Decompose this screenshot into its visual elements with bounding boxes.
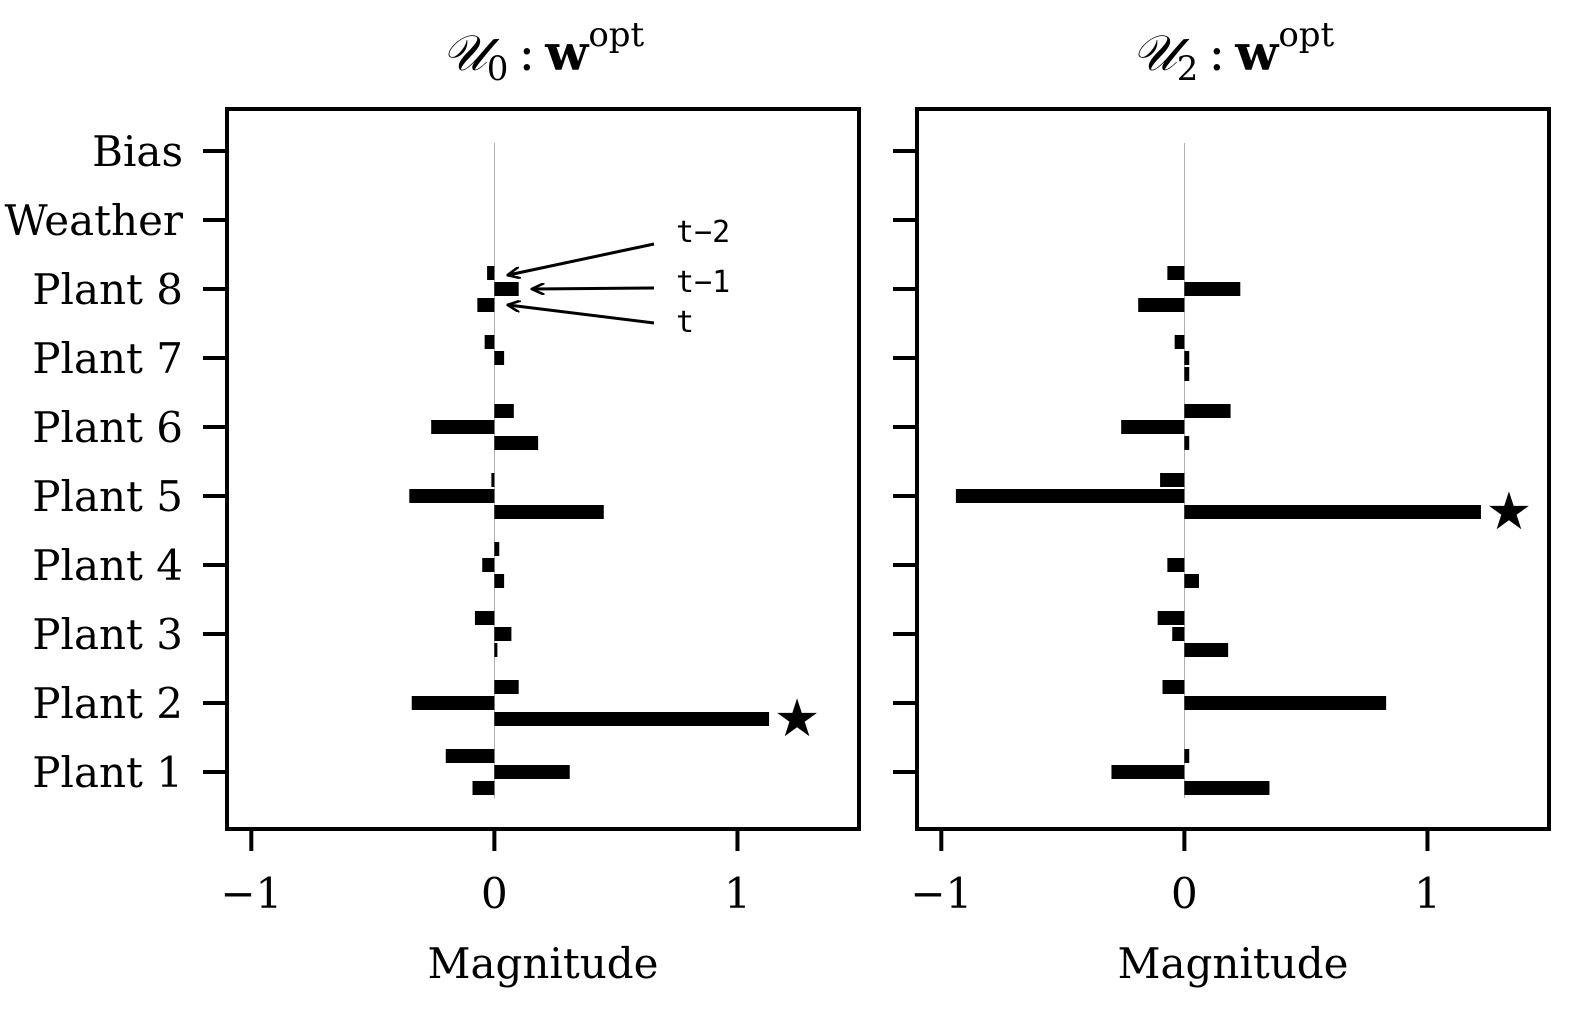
panel-u2-bar-plant-5-t: [1184, 505, 1481, 519]
category-label-weather: Weather: [5, 196, 184, 245]
panel-u2-x-tick-labels: −1 0 1: [910, 869, 1440, 918]
panel-u0-bar-plant-6-t-1: [431, 420, 495, 434]
panel-u0-ticks: [203, 149, 740, 851]
panel-u2-bar-plant-2-t-2: [1162, 680, 1185, 694]
category-label-plant-3: Plant 3: [32, 610, 183, 659]
panel-u0-bar-plant-5-t-1: [409, 489, 495, 503]
panel-u2-title: 𝒰2: wopt: [1132, 15, 1335, 89]
panel-u0-bar-plant-2-t: [494, 712, 770, 726]
category-label-plant-5: Plant 5: [32, 472, 183, 521]
annotation-arrow-t-2: [508, 242, 655, 275]
panel-u2: 𝒰2: wopt ★ −1 0 1 Magnitude: [893, 15, 1551, 988]
panel-u2-bar-plant-5-t-2: [1160, 473, 1185, 487]
panel-u2-x-tick-label-1: 0: [1171, 869, 1198, 918]
panel-u0-bar-plant-4-t-2: [494, 542, 500, 556]
panel-u2-bar-plant-4-t-1: [1167, 558, 1185, 572]
panel-u2-bar-plant-6-t: [1184, 436, 1190, 450]
panel-u0-x-tick-label-2: 1: [724, 869, 751, 918]
panel-u0-x-tick-labels: −1 0 1: [220, 869, 750, 918]
panel-u2-bar-plant-3-t-1: [1172, 627, 1185, 641]
category-label-plant-6: Plant 6: [32, 403, 183, 452]
panel-u2-bar-plant-3-t: [1184, 643, 1229, 657]
panel-u0-bar-plant-2-t-2: [494, 680, 519, 694]
panel-u2-ticks: [893, 149, 1430, 851]
annotation-label-t-2: t−2: [676, 215, 730, 250]
panel-u0-bar-plant-3-t: [494, 643, 498, 657]
panel-u2-bar-plant-7-t-1: [1184, 351, 1190, 365]
panel-u0-frame: [225, 107, 861, 831]
panel-u0-bar-plant-1-t-2: [445, 749, 495, 763]
panel-u0-bar-plant-7-t-2: [484, 335, 495, 349]
panel-u2-bar-plant-1-t-2: [1184, 749, 1190, 763]
annotation-label-t-1: t−1: [676, 265, 730, 300]
panel-u0-x-axis-label: Magnitude: [427, 939, 658, 988]
panel-u2-bar-plant-8-t-1: [1184, 282, 1241, 296]
annotation-arrow-t-1: [533, 288, 655, 289]
panel-u0-bar-plant-2-t-1: [411, 696, 495, 710]
panel-u2-bar-plant-3-t-2: [1157, 611, 1185, 625]
category-label-plant-1: Plant 1: [32, 748, 183, 797]
category-label-plant-4: Plant 4: [32, 541, 183, 590]
panel-u2-x-axis-label: Magnitude: [1117, 939, 1348, 988]
panel-u0-bars: ★: [409, 143, 820, 798]
panel-u0-category-labels: Bias Weather Plant 8 Plant 7 Plant 6 Plant 5 P…: [5, 127, 184, 797]
panel-u2-frame: [915, 107, 1551, 831]
panel-u2-bars: ★: [955, 143, 1533, 798]
panel-u0-bar-plant-1-t: [472, 781, 495, 795]
panel-u2-bar-plant-5-t-1: [955, 489, 1185, 503]
annotation-arrow-t: [508, 305, 655, 325]
annotation-label-t: t: [676, 305, 694, 340]
panel-u0-x-tick-label-0: −1: [220, 869, 282, 918]
panel-u2-bar-plant-6-t-2: [1184, 404, 1231, 418]
panel-u0-bar-plant-8-t-1: [494, 282, 519, 296]
panel-u2-x-tick-label-0: −1: [910, 869, 972, 918]
panel-u2-bar-plant-7-t-2: [1174, 335, 1185, 349]
category-label-plant-2: Plant 2: [32, 679, 183, 728]
panel-u0-bar-plant-4-t-1: [482, 558, 495, 572]
panel-u0-title: 𝒰0: wopt: [442, 15, 645, 89]
panel-u0-star-marker: ★: [774, 689, 821, 749]
category-label-bias: Bias: [92, 127, 183, 176]
panel-u0-bar-plant-5-t-2: [491, 473, 495, 487]
panel-u2-bar-plant-1-t-1: [1111, 765, 1185, 779]
panel-u0-bar-plant-1-t-1: [494, 765, 570, 779]
panel-u2-star-marker: ★: [1486, 482, 1533, 542]
panel-u0-bar-plant-6-t: [494, 436, 539, 450]
panel-u2-bar-plant-6-t-1: [1121, 420, 1185, 434]
category-label-plant-8: Plant 8: [32, 265, 183, 314]
panel-u0-bar-plant-8-t: [477, 298, 495, 312]
panel-u0-bar-plant-3-t-1: [494, 627, 512, 641]
panel-u0-bar-plant-7-t-1: [494, 351, 505, 365]
panel-u0-bar-plant-4-t: [494, 574, 505, 588]
panel-u2-bar-plant-1-t: [1184, 781, 1270, 795]
panel-u2-bar-plant-8-t: [1138, 298, 1185, 312]
panel-u2-bar-plant-4-t: [1184, 574, 1199, 588]
panel-u0-bar-plant-5-t: [494, 505, 604, 519]
panel-u0-x-tick-label-1: 0: [481, 869, 508, 918]
panel-u2-bar-plant-2-t-1: [1184, 696, 1387, 710]
panel-u2-bar-plant-7-t: [1184, 367, 1190, 381]
panel-u0: 𝒰0: wopt ★ Bias Weather Plant 8 Plant 7 Plant…: [5, 15, 861, 988]
panel-u2-x-tick-label-2: 1: [1414, 869, 1441, 918]
panel-u0-bar-plant-3-t-2: [474, 611, 495, 625]
panel-u0-annotations: t−2 t−1 t: [508, 215, 730, 340]
panel-u0-bar-plant-8-t-2: [487, 266, 495, 280]
panel-u2-bar-plant-8-t-2: [1167, 266, 1185, 280]
panel-u0-bar-plant-6-t-2: [494, 404, 514, 418]
category-label-plant-7: Plant 7: [32, 334, 183, 383]
